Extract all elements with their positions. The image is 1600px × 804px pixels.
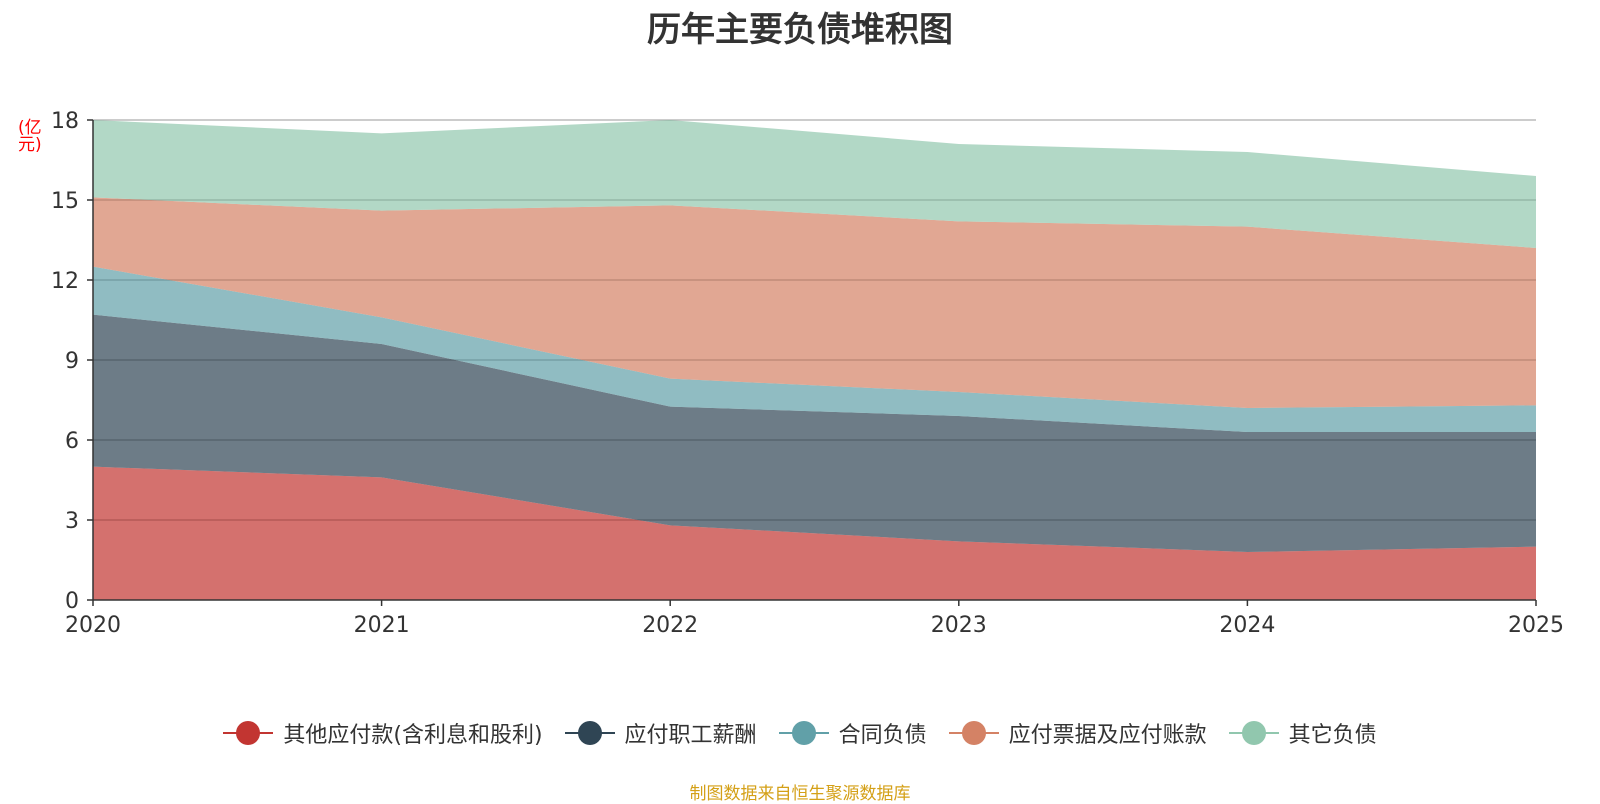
y-tick-label-0: 0	[65, 589, 79, 614]
legend-item-0[interactable]: 其他应付款(含利息和股利)	[223, 717, 543, 749]
y-tick-label-6: 6	[65, 429, 79, 454]
y-tick-label-15: 15	[51, 189, 79, 214]
legend-item-3[interactable]: 应付票据及应付账款	[948, 717, 1207, 749]
legend-swatch-icon	[223, 721, 274, 745]
legend-item-1[interactable]: 应付职工薪酬	[564, 717, 757, 749]
legend-swatch-icon	[948, 721, 999, 745]
x-tick-label-2023: 2023	[931, 613, 987, 638]
legend-label: 应付职工薪酬	[624, 723, 757, 748]
chart-title: 历年主要负债堆积图	[647, 10, 953, 50]
area-layer	[93, 120, 1536, 600]
legend-label: 其他应付款(含利息和股利)	[283, 723, 543, 748]
legend-swatch-icon	[778, 721, 829, 745]
legend-label: 应付票据及应付账款	[1008, 723, 1207, 748]
y-tick-label-3: 3	[65, 509, 79, 534]
area-series-4	[93, 120, 1536, 248]
area-series-2	[93, 266, 1536, 432]
x-tick-label-2024: 2024	[1219, 613, 1275, 638]
area-series-1	[93, 314, 1536, 552]
y-tick-label-12: 12	[51, 269, 79, 294]
legend-swatch-icon	[1228, 721, 1279, 745]
legend-swatch-icon	[564, 721, 615, 745]
x-tick-label-2021: 2021	[354, 613, 410, 638]
x-tick-label-2022: 2022	[642, 613, 698, 638]
y-tick-label-9: 9	[65, 349, 79, 374]
x-tick-label-2025: 2025	[1508, 613, 1564, 638]
x-tick-label-2020: 2020	[65, 613, 121, 638]
stacked-area-chart: 0 3 6 9 12 15 18 2020 2021 2022 2023 2024 2025	[51, 109, 1564, 638]
data-source-note: 制图数据来自恒生聚源数据库	[689, 784, 911, 804]
legend-label: 合同负债	[838, 723, 927, 748]
legend-item-2[interactable]: 合同负债	[778, 717, 927, 749]
legend-item-4[interactable]: 其它负债	[1228, 717, 1377, 749]
legend: 其他应付款(含利息和股利) 应付职工薪酬 合同负债 应付票据及应付账款 其它负债	[0, 717, 1600, 749]
axis-layer: 0 3 6 9 12 15 18 2020 2021 2022 2023 2024 2025	[51, 109, 1564, 638]
y-tick-label-18: 18	[51, 109, 79, 134]
legend-label: 其它负债	[1288, 723, 1377, 748]
y-axis-unit-label: (亿元)	[18, 118, 42, 155]
area-series-3	[93, 197, 1536, 408]
